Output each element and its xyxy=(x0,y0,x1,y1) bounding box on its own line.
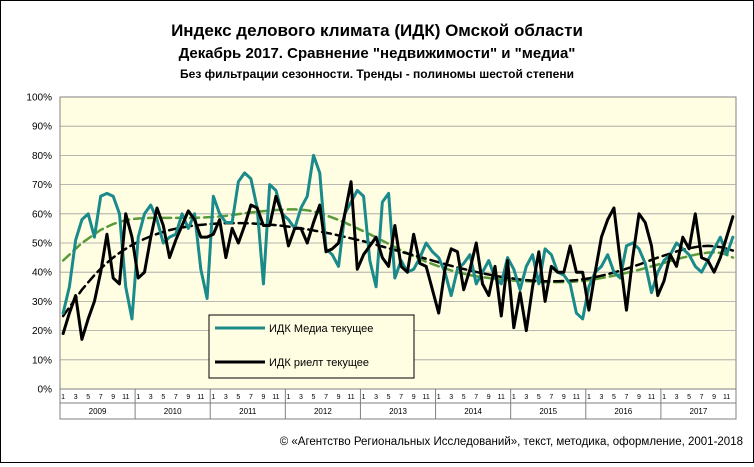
month-tick-label: 3 xyxy=(675,394,679,401)
month-tick-label: 7 xyxy=(174,394,178,401)
y-tick-label: 50% xyxy=(32,239,52,250)
y-tick-label: 0% xyxy=(38,385,53,396)
year-tick-label: 2014 xyxy=(464,407,482,416)
month-tick-label: 1 xyxy=(587,394,591,401)
year-tick-label: 2009 xyxy=(89,407,107,416)
y-tick-label: 80% xyxy=(32,151,52,162)
month-tick-label: 11 xyxy=(347,394,354,401)
copyright-footer: © «Агентство Региональных Исследований»,… xyxy=(280,436,743,448)
y-tick-label: 40% xyxy=(32,268,52,279)
month-tick-label: 5 xyxy=(236,394,240,401)
month-tick-label: 11 xyxy=(197,394,204,401)
month-tick-label: 9 xyxy=(487,394,491,401)
legend-label-media: ИДК Медиа текущее xyxy=(269,323,373,335)
month-tick-label: 1 xyxy=(362,394,366,401)
month-tick-label: 11 xyxy=(573,394,580,401)
month-tick-label: 5 xyxy=(537,394,541,401)
y-tick-label: 100% xyxy=(26,93,52,104)
month-tick-label: 5 xyxy=(86,394,90,401)
month-tick-label: 9 xyxy=(562,394,566,401)
month-tick-label: 3 xyxy=(149,394,153,401)
year-tick-label: 2013 xyxy=(389,407,407,416)
month-tick-label: 11 xyxy=(122,394,129,401)
y-axis: 0% 10% 20% 30% 40% 50% 60% 70% 80% 90% 100% xyxy=(26,93,52,396)
month-tick-label: 5 xyxy=(161,394,165,401)
month-tick-label: 5 xyxy=(612,394,616,401)
month-tick-label: 3 xyxy=(224,394,228,401)
legend: ИДК Медиа текущее ИДК риелт текущее xyxy=(208,314,415,379)
month-tick-label: 3 xyxy=(299,394,303,401)
legend-label-realty: ИДК риелт текущее xyxy=(269,357,369,369)
year-tick-label: 2012 xyxy=(314,407,332,416)
year-tick-label: 2010 xyxy=(164,407,182,416)
month-tick-label: 11 xyxy=(498,394,505,401)
month-tick-label: 3 xyxy=(374,394,378,401)
month-tick-label: 9 xyxy=(111,394,115,401)
month-tick-label: 7 xyxy=(700,394,704,401)
month-tick-label: 11 xyxy=(648,394,655,401)
month-tick-label: 5 xyxy=(687,394,691,401)
month-tick-label: 1 xyxy=(512,394,516,401)
y-tick-label: 60% xyxy=(32,209,52,220)
month-tick-label: 7 xyxy=(399,394,403,401)
month-tick-label: 3 xyxy=(74,394,78,401)
month-tick-label: 1 xyxy=(662,394,666,401)
month-tick-label: 1 xyxy=(61,394,65,401)
month-tick-label: 9 xyxy=(337,394,341,401)
month-tick-label: 9 xyxy=(186,394,190,401)
month-tick-label: 9 xyxy=(261,394,265,401)
year-tick-label: 2016 xyxy=(614,407,632,416)
month-tick-label: 1 xyxy=(211,394,215,401)
month-tick-label: 1 xyxy=(437,394,441,401)
series-layer xyxy=(61,153,735,341)
month-tick-label: 3 xyxy=(449,394,453,401)
month-tick-label: 9 xyxy=(637,394,641,401)
month-tick-label: 3 xyxy=(524,394,528,401)
legend-box xyxy=(208,314,415,379)
y-tick-label: 20% xyxy=(32,326,52,337)
chart-subtitle: Декабрь 2017. Сравнение "недвижимости" и… xyxy=(179,45,576,62)
month-tick-label: 11 xyxy=(272,394,279,401)
month-tick-label: 1 xyxy=(136,394,140,401)
year-tick-label: 2011 xyxy=(239,407,257,416)
month-tick-label: 7 xyxy=(549,394,553,401)
month-tick-label: 5 xyxy=(387,394,391,401)
month-tick-label: 7 xyxy=(249,394,253,401)
month-tick-label: 7 xyxy=(625,394,629,401)
month-tick-label: 7 xyxy=(474,394,478,401)
grid-lines xyxy=(60,125,736,361)
month-tick-label: 3 xyxy=(599,394,603,401)
month-tick-label: 11 xyxy=(723,394,730,401)
month-tick-label: 5 xyxy=(312,394,316,401)
y-tick-label: 90% xyxy=(32,122,52,133)
month-tick-label: 9 xyxy=(712,394,716,401)
series-line-1 xyxy=(61,180,735,341)
month-tick-label: 7 xyxy=(324,394,328,401)
month-tick-label: 11 xyxy=(423,394,430,401)
y-tick-label: 10% xyxy=(32,355,52,366)
chart-note: Без фильтрации сезонности. Тренды - поли… xyxy=(180,67,574,81)
month-tick-label: 5 xyxy=(462,394,466,401)
month-tick-label: 7 xyxy=(99,394,103,401)
chart-title: Индекс делового климата (ИДК) Омской обл… xyxy=(171,21,583,40)
y-tick-label: 30% xyxy=(32,297,52,308)
month-tick-label: 9 xyxy=(412,394,416,401)
year-tick-label: 2017 xyxy=(690,407,708,416)
y-tick-label: 70% xyxy=(32,180,52,191)
year-tick-label: 2015 xyxy=(539,407,557,416)
month-tick-label: 1 xyxy=(287,394,291,401)
